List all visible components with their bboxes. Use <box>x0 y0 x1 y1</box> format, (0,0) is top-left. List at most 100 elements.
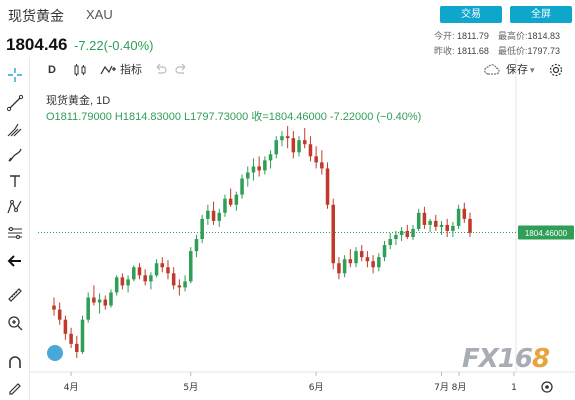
candle-body <box>177 285 182 288</box>
candle-body <box>257 166 261 171</box>
back-arrow-icon[interactable] <box>4 250 26 272</box>
stat-high: 最高价:1814.83 <box>498 31 561 41</box>
candle-body <box>171 273 176 286</box>
instrument-symbol: XAU <box>86 7 113 22</box>
candle-body <box>428 220 432 225</box>
candle-body <box>434 220 438 227</box>
candle-body <box>137 267 142 276</box>
cloud-save-icon[interactable] <box>484 60 500 80</box>
candle-body <box>314 156 318 163</box>
indicators-icon[interactable] <box>100 60 116 80</box>
stat-open: 今开: 1811.79 <box>434 31 489 41</box>
candle-body <box>331 204 335 264</box>
fullscreen-button[interactable]: 全屏 <box>510 6 572 23</box>
candle-body <box>348 259 353 264</box>
candle-body <box>274 140 279 155</box>
save-button[interactable]: 保存 <box>506 64 528 76</box>
candle-body <box>245 172 250 179</box>
interval-selector[interactable]: D <box>48 64 56 76</box>
candle-body <box>120 277 125 286</box>
candle-body <box>200 218 204 240</box>
candle-body <box>57 309 62 320</box>
candle-body <box>342 259 347 274</box>
x-tick-label: 8月 <box>452 382 467 393</box>
candle-body <box>92 297 96 303</box>
candle-body <box>126 279 130 286</box>
drawing-toolbar <box>0 58 30 400</box>
candle-body <box>114 277 119 293</box>
candle-body <box>194 239 199 252</box>
candle-body <box>97 299 102 303</box>
candle-body <box>240 178 244 195</box>
candle-body <box>451 225 455 231</box>
x-tick-label: 4月 <box>64 382 79 393</box>
candle-body <box>149 275 153 282</box>
zoom-in-icon[interactable] <box>4 312 26 334</box>
candle-body <box>337 263 341 274</box>
chart-settings-icon-center <box>545 385 549 389</box>
candle-body <box>263 160 267 171</box>
x-tick-label: 1 <box>511 383 517 393</box>
candle-body <box>297 140 301 153</box>
ruler-icon[interactable] <box>4 284 26 306</box>
trend-line-icon[interactable] <box>4 92 26 114</box>
trade-button[interactable]: 交易 <box>440 6 502 23</box>
x-tick-label: 6月 <box>309 382 324 393</box>
measure-icon[interactable] <box>4 222 26 244</box>
lock-pencil-icon[interactable] <box>4 376 26 398</box>
candle-body <box>223 198 227 213</box>
candle-body <box>285 136 290 139</box>
header: 现货黄金 XAU 1804.46 -7.22(-0.40%) 交易 全屏 今开:… <box>0 0 575 56</box>
candle-body <box>268 154 273 161</box>
pattern-icon[interactable] <box>4 196 26 218</box>
chevron-down-icon[interactable]: ▾ <box>530 65 535 75</box>
price-change: -7.22(-0.40%) <box>74 38 154 53</box>
candle-body <box>371 261 375 268</box>
candle-type-icon[interactable] <box>72 60 88 80</box>
x-tick-label: 7月 <box>434 382 449 393</box>
indicators-button[interactable]: 指标 <box>120 64 142 76</box>
candle-body <box>63 319 68 334</box>
candle-body <box>183 281 187 288</box>
current-price: 1804.46 <box>6 35 68 54</box>
stat-prev-close: 昨收: 1811.68 <box>434 46 489 56</box>
candle-body <box>422 212 427 225</box>
last-price-tag <box>518 225 574 240</box>
candle-body <box>132 267 136 280</box>
text-icon[interactable] <box>4 170 26 192</box>
candle-body <box>302 140 307 145</box>
candle-body <box>75 343 79 352</box>
candle-body <box>394 234 398 240</box>
candle-body <box>291 138 296 153</box>
candle-body <box>439 224 444 227</box>
candle-body <box>217 212 222 221</box>
candle-body <box>154 263 159 276</box>
candle-body <box>189 251 193 282</box>
candle-body <box>445 224 449 231</box>
candle-body <box>359 251 364 258</box>
brush-icon[interactable] <box>4 144 26 166</box>
chart-top-toolbar: D 指标 保存 ▾ <box>40 60 575 80</box>
candle-body <box>80 319 85 352</box>
candle-body <box>320 162 324 169</box>
candle-body <box>308 144 313 157</box>
candle-body <box>468 218 472 233</box>
chart-settings-icon[interactable] <box>541 381 553 393</box>
candle-body <box>143 275 147 282</box>
candle-body <box>160 263 165 268</box>
x-tick-label: 5月 <box>183 382 198 393</box>
candle-body <box>103 299 108 306</box>
redo-icon[interactable] <box>174 60 190 80</box>
magnet-icon[interactable] <box>4 352 26 374</box>
stat-low: 最低价:1797.73 <box>498 46 561 56</box>
candle-body <box>166 267 170 274</box>
crosshair-icon[interactable] <box>4 64 26 86</box>
undo-icon[interactable] <box>152 60 168 80</box>
settings-gear-icon[interactable] <box>548 60 564 80</box>
candle-body <box>354 251 358 264</box>
cloud-logo-icon <box>47 345 63 361</box>
candle-body <box>211 210 216 221</box>
candle-body <box>86 297 90 320</box>
pitchfork-icon[interactable] <box>4 118 26 140</box>
